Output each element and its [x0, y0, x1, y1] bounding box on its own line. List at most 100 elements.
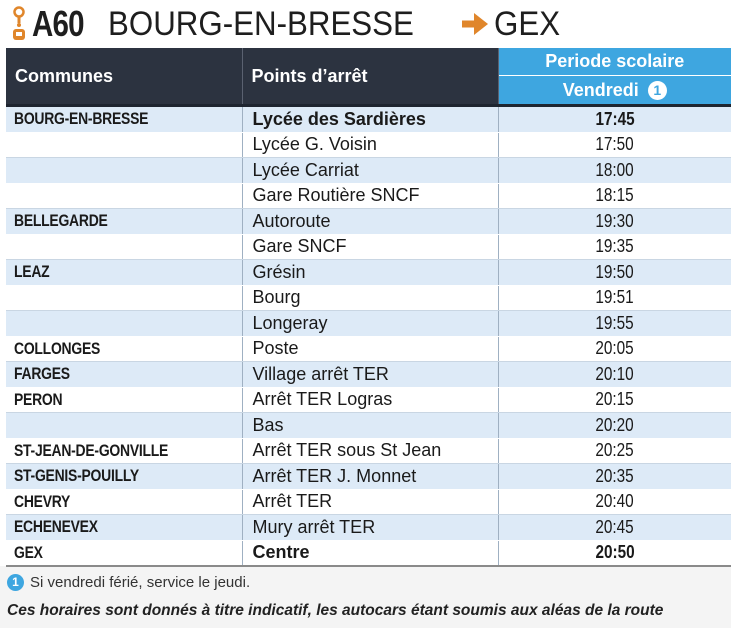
- table-row: Lycée G. Voisin 17:50: [6, 132, 731, 158]
- departure-time-cell: 19:35: [498, 234, 731, 260]
- table-row: COLLONGES Poste 20:05: [6, 336, 731, 362]
- departure-time-cell: 20:15: [498, 387, 731, 413]
- departure-time: 20:35: [595, 465, 634, 486]
- departure-time-cell: 20:40: [498, 489, 731, 515]
- departure-time-cell: 20:35: [498, 463, 731, 490]
- commune-name: PERON: [14, 389, 63, 409]
- table-row: PERON Arrêt TER Logras 20:15: [6, 387, 731, 413]
- stop-name: Mury arrêt TER: [241, 514, 499, 541]
- departure-time: 19:51: [595, 287, 634, 308]
- table-row: GEX Centre 20:50: [6, 540, 731, 567]
- destination-city: GEX: [494, 5, 561, 43]
- table-row: LEAZ Grésin 19:50: [6, 259, 731, 286]
- stop-name: Lycée G. Voisin: [241, 132, 499, 158]
- page-header: A60 BOURG-EN-BRESSE GEX: [0, 0, 731, 46]
- departure-time: 20:10: [595, 363, 634, 384]
- commune-cell: [6, 412, 242, 439]
- departure-time: 18:00: [595, 159, 634, 180]
- commune-name: BELLEGARDE: [14, 211, 108, 231]
- departure-time: 20:15: [595, 389, 634, 410]
- commune-cell: BELLEGARDE: [6, 208, 242, 235]
- commune-name: GEX: [14, 542, 43, 562]
- stop-name: Gare Routière SNCF: [241, 183, 499, 209]
- departure-time: 20:20: [595, 414, 634, 435]
- departure-time-cell: 20:50: [498, 540, 731, 567]
- table-row: Lycée Carriat 18:00: [6, 157, 731, 184]
- commune-cell: BOURG-EN-BRESSE: [6, 104, 242, 133]
- table-row: BELLEGARDE Autoroute 19:30: [6, 208, 731, 235]
- departure-time: 19:50: [595, 261, 634, 282]
- column-header-day: Vendredi 1: [498, 75, 731, 106]
- commune-cell: [6, 234, 242, 260]
- commune-name: LEAZ: [14, 262, 50, 282]
- table-row: ST-GENIS-POUILLY Arrêt TER J. Monnet 20:35: [6, 463, 731, 490]
- commune-cell: [6, 183, 242, 209]
- table-row: FARGES Village arrêt TER 20:10: [6, 361, 731, 388]
- commune-cell: GEX: [6, 540, 242, 567]
- departure-time-cell: 19:51: [498, 285, 731, 311]
- stop-name: Centre: [241, 540, 499, 567]
- departure-time: 20:25: [595, 440, 634, 461]
- commune-cell: [6, 310, 242, 337]
- commune-name: ST-JEAN-DE-GONVILLE: [14, 440, 169, 460]
- commune-cell: ST-GENIS-POUILLY: [6, 463, 242, 490]
- stop-name: Lycée Carriat: [241, 157, 499, 184]
- stop-name: Bas: [241, 412, 499, 439]
- departure-time: 20:05: [595, 338, 634, 359]
- departure-time-cell: 18:00: [498, 157, 731, 184]
- departure-time: 20:45: [595, 516, 634, 537]
- stop-name: Gare SNCF: [241, 234, 499, 260]
- stop-name: Arrêt TER J. Monnet: [241, 463, 499, 490]
- commune-cell: FARGES: [6, 361, 242, 388]
- stop-name: Autoroute: [241, 208, 499, 235]
- timetable: Communes Points d’arrêt Periode scolaire…: [6, 48, 731, 567]
- table-row: Gare SNCF 19:35: [6, 234, 731, 260]
- column-header-period: Periode scolaire: [498, 48, 731, 76]
- departure-time: 19:30: [595, 210, 634, 231]
- disclaimer: Ces horaires sont donnés à titre indicat…: [7, 602, 664, 619]
- departure-time: 20:50: [595, 542, 635, 563]
- table-row: ECHENEVEX Mury arrêt TER 20:45: [6, 514, 731, 541]
- table-row: CHEVRY Arrêt TER 20:40: [6, 489, 731, 515]
- commune-name: ECHENEVEX: [14, 517, 98, 537]
- departure-time-cell: 19:50: [498, 259, 731, 286]
- commune-cell: ST-JEAN-DE-GONVILLE: [6, 438, 242, 464]
- commune-cell: [6, 157, 242, 184]
- stop-name: Village arrêt TER: [241, 361, 499, 388]
- commune-cell: [6, 285, 242, 311]
- commune-cell: PERON: [6, 387, 242, 413]
- day-label: Vendredi: [562, 79, 639, 100]
- departure-time-cell: 19:30: [498, 208, 731, 235]
- column-header-communes: Communes: [6, 48, 243, 106]
- stop-name: Poste: [241, 336, 499, 362]
- table-row: ST-JEAN-DE-GONVILLE Arrêt TER sous St Jea…: [6, 438, 731, 464]
- commune-name: COLLONGES: [14, 338, 101, 358]
- commune-name: BOURG-EN-BRESSE: [14, 109, 149, 129]
- commune-cell: COLLONGES: [6, 336, 242, 362]
- departure-time-cell: 20:05: [498, 336, 731, 362]
- stop-name: Lycée des Sardières: [241, 104, 499, 133]
- commune-name: FARGES: [14, 364, 70, 384]
- footnote-marker: 1: [7, 574, 24, 591]
- stop-name: Bourg: [241, 285, 499, 311]
- stop-name: Longeray: [241, 310, 499, 337]
- table-row: Bourg 19:51: [6, 285, 731, 311]
- departure-time-cell: 17:50: [498, 132, 731, 158]
- commune-cell: LEAZ: [6, 259, 242, 286]
- stop-name: Arrêt TER sous St Jean: [241, 438, 499, 464]
- footnote-text: Si vendredi férié, service le jeudi.: [30, 574, 251, 591]
- departure-time-cell: 19:55: [498, 310, 731, 337]
- departure-time-cell: 18:15: [498, 183, 731, 209]
- table-row: Bas 20:20: [6, 412, 731, 439]
- table-row: Gare Routière SNCF 18:15: [6, 183, 731, 209]
- origin-city: BOURG-EN-BRESSE: [108, 5, 414, 43]
- stop-name: Arrêt TER: [241, 489, 499, 515]
- departure-time: 19:55: [595, 312, 634, 333]
- departure-time: 19:35: [595, 236, 634, 257]
- line-code: A60: [32, 3, 85, 44]
- table-row: BOURG-EN-BRESSE Lycée des Sardières 17:45: [6, 104, 731, 133]
- column-header-stops: Points d’arrêt: [242, 48, 499, 106]
- arrow-right-icon: [462, 13, 488, 35]
- departure-time-cell: 20:25: [498, 438, 731, 464]
- departure-time: 17:50: [595, 134, 634, 155]
